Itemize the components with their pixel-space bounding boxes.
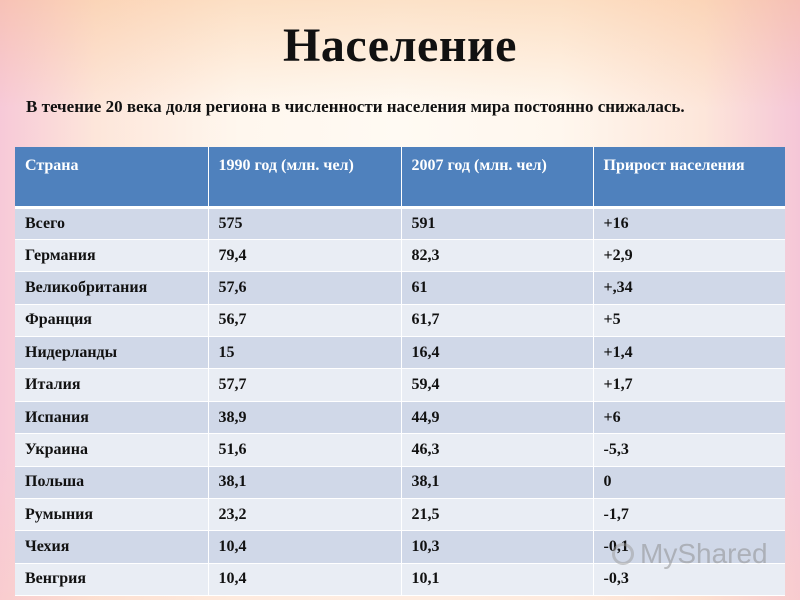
cell-2007: 591 <box>401 207 594 240</box>
cell-2007: 21,5 <box>401 498 594 532</box>
cell-country: Чехия <box>15 530 209 564</box>
cell-2007: 16,4 <box>401 336 594 370</box>
cell-growth: -0,1 <box>593 530 785 564</box>
table-row: Франция 56,7 61,7 +5 <box>15 304 785 338</box>
cell-country: Нидерланды <box>15 336 209 370</box>
cell-growth: +1,4 <box>593 336 785 370</box>
cell-1990: 79,4 <box>208 239 402 273</box>
cell-2007: 82,3 <box>401 239 594 273</box>
cell-2007: 61 <box>401 271 594 305</box>
cell-1990: 57,7 <box>208 368 402 402</box>
table-row: Венгрия 10,4 10,1 -0,3 <box>15 563 785 597</box>
cell-growth: +16 <box>593 207 785 240</box>
cell-1990: 51,6 <box>208 433 402 467</box>
cell-growth: -1,7 <box>593 498 785 532</box>
header-country: Страна <box>15 147 209 209</box>
cell-country: Украина <box>15 433 209 467</box>
table-row: Чехия 10,4 10,3 -0,1 <box>15 530 785 564</box>
cell-1990: 38,9 <box>208 401 402 435</box>
cell-country: Румыния <box>15 498 209 532</box>
cell-1990: 38,1 <box>208 466 402 500</box>
cell-2007: 10,3 <box>401 530 594 564</box>
cell-growth: +2,9 <box>593 239 785 273</box>
header-2007: 2007 год (млн. чел) <box>401 147 594 209</box>
cell-growth: -0,3 <box>593 563 785 597</box>
slide-title: Население <box>283 19 517 72</box>
cell-growth: +1,7 <box>593 368 785 402</box>
table-row: Испания 38,9 44,9 +6 <box>15 401 785 435</box>
slide-subtitle: В течение 20 века доля региона в численн… <box>26 97 685 116</box>
cell-growth: -5,3 <box>593 433 785 467</box>
cell-2007: 46,3 <box>401 433 594 467</box>
cell-country: Венгрия <box>15 563 209 597</box>
cell-country: Великобритания <box>15 271 209 305</box>
table-row: Италия 57,7 59,4 +1,7 <box>15 368 785 402</box>
cell-1990: 15 <box>208 336 402 370</box>
cell-country: Франция <box>15 304 209 338</box>
cell-1990: 10,4 <box>208 563 402 597</box>
cell-country: Испания <box>15 401 209 435</box>
cell-1990: 575 <box>208 207 402 240</box>
cell-country: Польша <box>15 466 209 500</box>
cell-1990: 10,4 <box>208 530 402 564</box>
cell-2007: 61,7 <box>401 304 594 338</box>
cell-growth: +5 <box>593 304 785 338</box>
cell-country: Германия <box>15 239 209 273</box>
cell-growth: 0 <box>593 466 785 500</box>
cell-1990: 23,2 <box>208 498 402 532</box>
population-table: Страна 1990 год (млн. чел) 2007 год (млн… <box>15 147 785 597</box>
header-growth: Прирост населения <box>593 147 785 209</box>
table-row: Германия 79,4 82,3 +2,9 <box>15 239 785 273</box>
table-row: Всего 575 591 +16 <box>15 207 785 240</box>
table-row: Польша 38,1 38,1 0 <box>15 466 785 500</box>
cell-growth: +,34 <box>593 271 785 305</box>
cell-1990: 57,6 <box>208 271 402 305</box>
cell-country: Италия <box>15 368 209 402</box>
cell-1990: 56,7 <box>208 304 402 338</box>
cell-growth: +6 <box>593 401 785 435</box>
table-header-row: Страна 1990 год (млн. чел) 2007 год (млн… <box>15 147 785 209</box>
table-row: Украина 51,6 46,3 -5,3 <box>15 433 785 467</box>
header-1990: 1990 год (млн. чел) <box>208 147 402 209</box>
table-row: Румыния 23,2 21,5 -1,7 <box>15 498 785 532</box>
table-row: Великобритания 57,6 61 +,34 <box>15 271 785 305</box>
cell-2007: 10,1 <box>401 563 594 597</box>
cell-country: Всего <box>15 207 209 240</box>
cell-2007: 44,9 <box>401 401 594 435</box>
table-row: Нидерланды 15 16,4 +1,4 <box>15 336 785 370</box>
cell-2007: 38,1 <box>401 466 594 500</box>
cell-2007: 59,4 <box>401 368 594 402</box>
